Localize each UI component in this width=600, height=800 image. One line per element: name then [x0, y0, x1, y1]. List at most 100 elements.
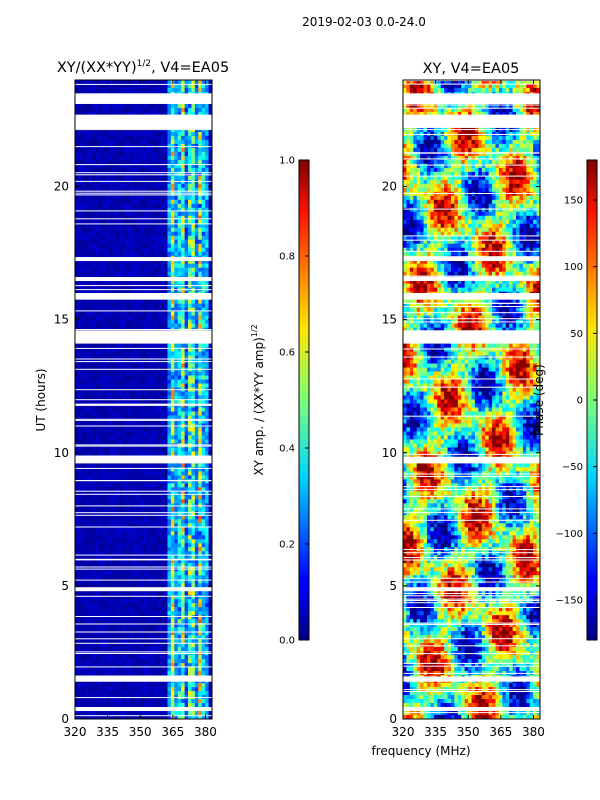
left-flag-line — [75, 218, 212, 220]
right-ytick-label: 15 — [382, 313, 397, 327]
left-flag-line — [75, 642, 212, 644]
phase-colorbar-tick-label: 150 — [564, 196, 583, 207]
right-flag-line — [403, 622, 540, 624]
left-flag-line — [75, 368, 212, 370]
right-flag-line — [403, 321, 540, 323]
right-flag-line — [403, 689, 540, 691]
left-flag-line — [75, 192, 212, 194]
right-flag-line — [403, 275, 540, 277]
right-flag-gap — [403, 114, 540, 128]
right-flag-gap — [403, 330, 540, 344]
amp-colorbar-ticks: 0.0 0.2 0.4 0.6 0.8 1.0 — [279, 156, 309, 647]
left-flag-line — [75, 679, 212, 681]
right-flag-line — [403, 239, 540, 241]
right-axes-frame — [402, 79, 541, 720]
left-flag-line — [75, 467, 212, 469]
amp-colorbar-tick-label: 0.0 — [279, 636, 295, 647]
left-flag-line — [75, 631, 212, 633]
right-flag-line — [403, 600, 540, 601]
left-flag-line — [75, 127, 212, 129]
left-flag-line — [75, 512, 212, 514]
right-flag-line — [403, 476, 540, 477]
left-flag-line — [75, 404, 212, 406]
left-ytick-label: 20 — [54, 180, 69, 194]
left-flag-line — [75, 653, 212, 654]
right-flag-gap — [403, 676, 540, 682]
right-flag-line — [403, 638, 540, 640]
left-flag-line — [75, 458, 212, 460]
right-heatmap — [403, 80, 541, 720]
phase-colorbar-tick-label: 100 — [564, 262, 583, 273]
left-ytick-label: 0 — [61, 712, 69, 726]
right-ytick-label: 5 — [389, 579, 397, 593]
left-flag-line — [75, 651, 212, 653]
left-flag-gap — [75, 587, 212, 592]
phase-colorbar-tick-label: 50 — [570, 329, 583, 340]
left-flag-line — [75, 675, 212, 677]
right-flag-line — [403, 208, 540, 210]
amp-colorbar-tick-label: 1.0 — [279, 156, 295, 167]
left-flag-line — [75, 638, 212, 640]
left-ytick-label: 15 — [54, 313, 69, 327]
left-flag-line — [75, 455, 212, 457]
left-axes-frame — [74, 79, 213, 720]
right-flag-line — [403, 104, 540, 106]
left-flag-line — [75, 505, 212, 507]
left-flag-line — [75, 329, 212, 330]
amp-colorbar-tick-label: 0.6 — [279, 348, 295, 359]
right-flag-line — [403, 107, 540, 109]
right-flag-gap — [403, 293, 540, 300]
right-flag-line — [403, 552, 540, 554]
right-flag-line — [403, 453, 540, 455]
left-flag-line — [75, 100, 212, 101]
left-flag-line — [75, 174, 212, 176]
phase-colorbar-tick-label: 0 — [577, 396, 583, 407]
right-flag-line — [403, 134, 540, 135]
figure-suptitle: 2019-02-03 0.0-24.0 — [302, 15, 426, 29]
left-flag-line — [75, 425, 212, 427]
left-flag-line — [75, 289, 212, 291]
right-flag-line — [403, 306, 540, 307]
left-flag-line — [75, 129, 212, 131]
right-flag-line — [403, 672, 540, 674]
left-flag-line — [75, 480, 212, 482]
right-flag-line — [403, 653, 540, 655]
left-axes: 320 335 350 365 380 0 5 10 15 20 — [54, 79, 217, 739]
left-flag-line — [75, 579, 212, 581]
left-flag-line — [75, 124, 212, 126]
right-flag-line — [403, 708, 540, 710]
right-flag-line — [403, 508, 540, 510]
right-axes: 320 335 350 365 380 0 5 10 15 20 — [382, 79, 545, 739]
left-flag-line — [75, 336, 212, 338]
left-flag-gap — [75, 293, 212, 300]
right-panel-title: XY, V4=EA05 — [423, 61, 520, 77]
left-flag-gap — [75, 93, 212, 104]
left-flag-line — [75, 445, 212, 447]
left-flag-line — [75, 616, 212, 617]
amp-colorbar-label-main: XY amp. / (XX*YY amp) — [252, 337, 266, 475]
left-title-main: XY/(XX*YY) — [57, 60, 137, 76]
phase-colorbar-tick-label: −100 — [556, 529, 583, 540]
left-flag-line — [75, 310, 212, 312]
left-flag-line — [75, 514, 212, 516]
left-ytick-label: 10 — [54, 446, 69, 460]
right-flag-line — [403, 581, 540, 583]
right-flag-line — [403, 415, 540, 417]
left-flag-line — [75, 194, 212, 196]
left-flag-line — [75, 210, 212, 212]
left-title-exp: 1/2 — [137, 59, 151, 69]
right-flag-line — [403, 318, 540, 320]
left-xtick-label: 335 — [96, 725, 119, 739]
left-flag-line — [75, 172, 212, 174]
left-flag-line — [75, 95, 212, 97]
amp-colorbar-label: XY amp. / (XX*YY amp)1/2 — [250, 324, 266, 475]
left-flag-gap — [75, 257, 212, 262]
left-flag-gap — [75, 676, 212, 682]
left-flag-line — [75, 566, 212, 568]
left-flag-line — [75, 568, 212, 570]
right-xtick-label: 335 — [424, 725, 447, 739]
right-flag-line — [403, 158, 540, 160]
right-flag-line — [403, 279, 540, 281]
right-flag-line — [403, 152, 540, 154]
